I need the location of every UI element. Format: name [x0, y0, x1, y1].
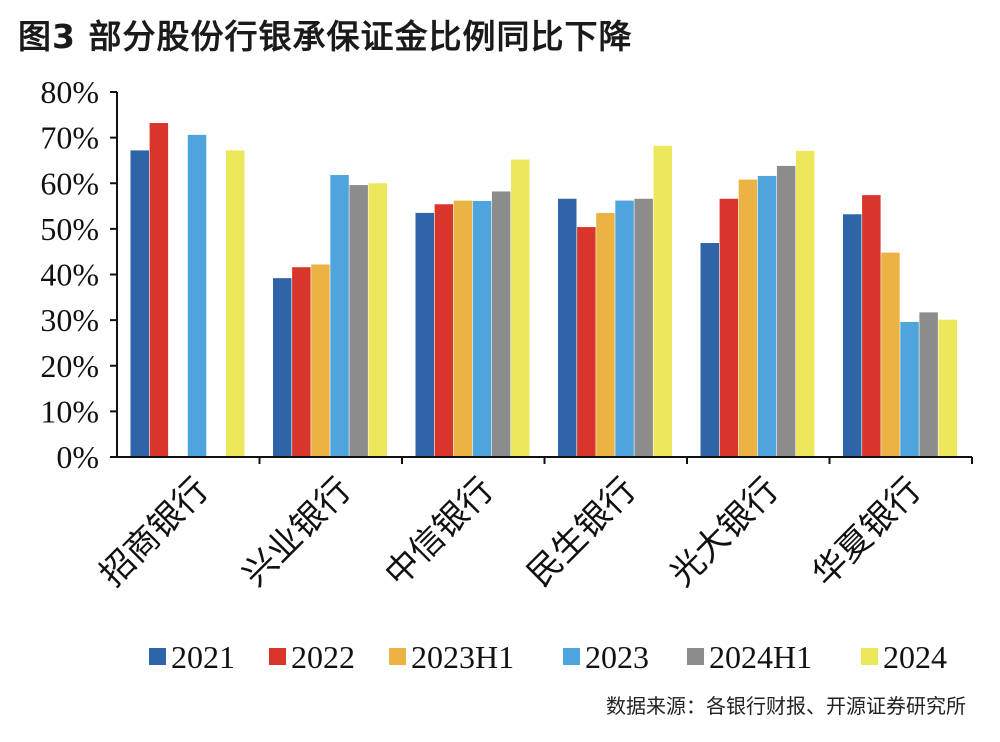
y-tick-label: 0%: [56, 439, 99, 475]
bar: [938, 319, 957, 457]
y-tick-label: 30%: [40, 302, 99, 338]
legend-swatch: [563, 648, 580, 665]
bar: [862, 195, 881, 458]
bar: [900, 321, 919, 457]
bar: [311, 264, 330, 457]
bar: [757, 175, 777, 457]
bar: [881, 252, 900, 457]
bar: [776, 165, 796, 457]
y-tick-label: 70%: [40, 120, 99, 156]
legend-label: 2024H1: [709, 639, 812, 675]
category-label: 兴业银行: [235, 470, 359, 594]
bar: [330, 175, 349, 457]
y-tick-label: 10%: [40, 393, 99, 429]
bar: [843, 214, 862, 457]
bars: [130, 123, 957, 458]
category-label: 中信银行: [377, 470, 501, 594]
bar: [596, 212, 615, 457]
bar: [434, 204, 454, 457]
bar: [226, 150, 245, 457]
axes: [116, 92, 973, 464]
category-label: 招商银行: [92, 470, 216, 594]
bar: [634, 198, 653, 457]
y-tick-label: 60%: [40, 165, 99, 201]
y-tick-label: 20%: [40, 348, 99, 384]
bar: [472, 201, 492, 457]
y-tick-label: 50%: [40, 211, 99, 247]
bar: [653, 145, 672, 457]
bar: [187, 134, 207, 457]
bar: [349, 185, 368, 457]
source-note: 数据来源：各银行财报、开源证券研究所: [606, 694, 966, 718]
bar: [292, 267, 311, 457]
legend-label: 2022: [291, 639, 355, 675]
legend-label: 2023H1: [411, 639, 514, 675]
category-label: 光大银行: [662, 470, 786, 594]
bar: [719, 198, 739, 457]
bar: [130, 150, 149, 457]
bar: [511, 159, 530, 457]
legend-swatch: [687, 648, 704, 665]
chart-title: 图3 部分股份行银承保证金比例同比下降: [18, 17, 633, 56]
legend: 2021 2022 2023H1 2023 2024H1 2024: [149, 639, 947, 675]
bar: [615, 200, 634, 457]
y-axis-ticks: 0% 10% 20% 30% 40% 50% 60% 70% 80%: [40, 74, 117, 475]
legend-swatch: [861, 648, 878, 665]
bar: [149, 123, 169, 458]
bar: [700, 243, 719, 457]
bar: [491, 191, 511, 457]
y-tick-label: 40%: [40, 257, 99, 293]
category-label: 民生银行: [520, 470, 644, 594]
bar: [415, 212, 434, 457]
bar: [368, 183, 387, 457]
legend-swatch: [269, 648, 286, 665]
legend-swatch: [389, 648, 406, 665]
legend-label: 2021: [171, 639, 235, 675]
legend-label: 2024: [883, 639, 947, 675]
bar: [577, 227, 596, 457]
bar: [273, 278, 292, 457]
y-tick-label: 80%: [40, 74, 99, 110]
legend-swatch: [149, 648, 166, 665]
bar: [796, 150, 815, 457]
bar: [738, 179, 758, 457]
bar: [558, 198, 577, 457]
bar: [919, 312, 938, 457]
legend-label: 2023: [585, 639, 649, 675]
bar: [453, 200, 473, 457]
category-labels: 招商银行 兴业银行 中信银行 民生银行 光大银行 华夏银行: [92, 470, 929, 594]
category-label: 华夏银行: [805, 470, 929, 594]
